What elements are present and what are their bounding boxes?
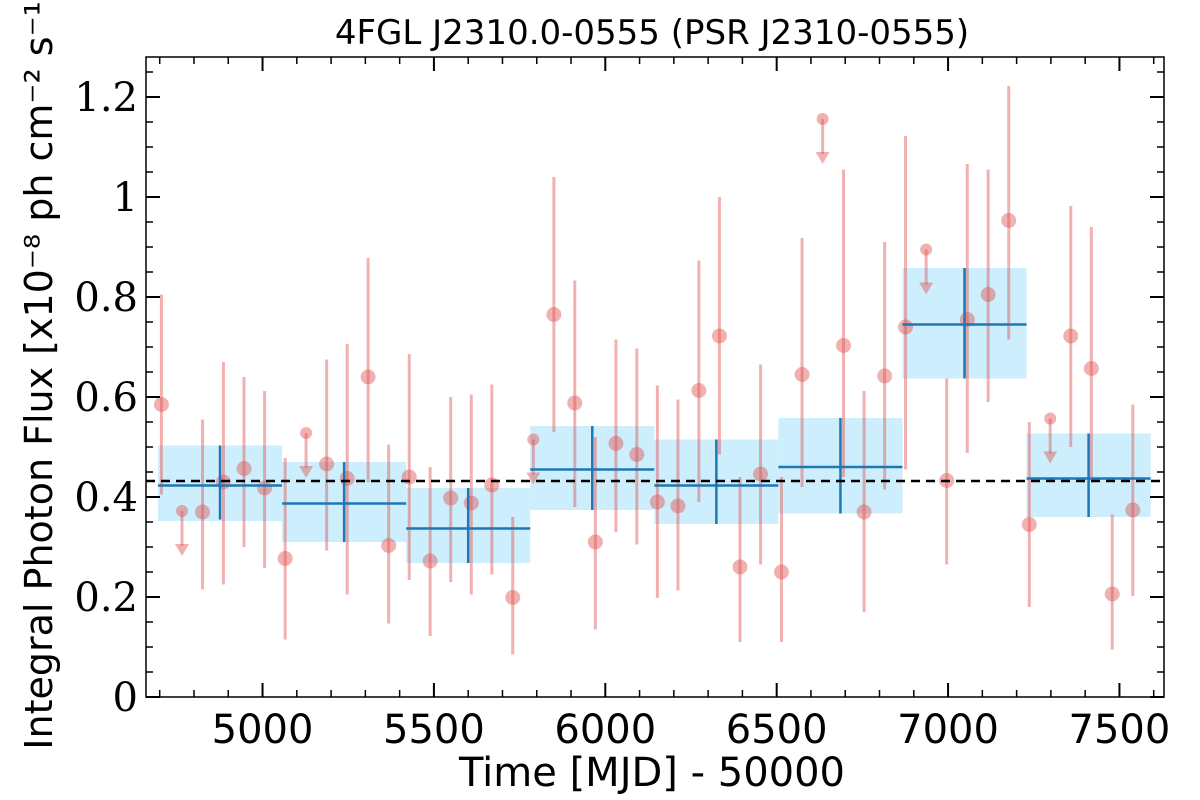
upper-limit-arrowhead — [299, 466, 314, 478]
upper-limit-marker — [527, 433, 540, 446]
x-tick-label: 5500 — [383, 707, 485, 753]
upper-limit-marker — [1044, 412, 1057, 425]
x-tick-label: 7000 — [897, 707, 999, 753]
flux-point — [877, 368, 893, 384]
flux-point — [1125, 502, 1141, 518]
flux-point — [836, 338, 852, 353]
y-tick-label: 0.6 — [74, 375, 138, 421]
upper-limit-marker — [920, 243, 933, 256]
x-tick-label: 6500 — [726, 707, 828, 753]
y-tick-label: 1.2 — [74, 75, 138, 121]
flux-point — [670, 498, 686, 514]
flux-point — [381, 538, 397, 553]
flux-point — [463, 495, 479, 511]
y-axis-label: Integral Photon Flux [x10⁻⁸ ph cm⁻² s⁻¹] — [17, 0, 61, 750]
flux-point — [732, 559, 748, 575]
flux-point — [339, 471, 355, 486]
flux-point — [649, 494, 665, 510]
flux-point — [1083, 361, 1099, 376]
flux-point — [711, 328, 727, 344]
x-axis-label: Time [MJD] - 50000 — [458, 750, 845, 796]
flux-point — [236, 461, 252, 476]
flux-point — [195, 504, 211, 520]
flux-point — [587, 534, 603, 550]
flux-point — [1001, 213, 1017, 228]
upper-limit-arrowhead — [1043, 451, 1058, 464]
flux-point — [629, 447, 645, 462]
flux-point — [546, 307, 562, 322]
flux-point — [1063, 328, 1079, 344]
flux-point — [505, 590, 521, 605]
flux-point — [608, 436, 624, 451]
flux-point — [319, 456, 335, 472]
upper-limit-arrowhead — [526, 472, 541, 485]
flux-point — [443, 490, 459, 506]
plot-area — [146, 86, 1164, 655]
upper-limit-marker — [300, 427, 313, 439]
flux-point — [257, 480, 273, 496]
flux-point — [1104, 586, 1120, 602]
x-tick-label: 6000 — [554, 707, 656, 753]
flux-point — [567, 395, 583, 411]
flux-point — [898, 319, 914, 335]
flux-point — [422, 553, 438, 569]
flux-point — [1021, 517, 1037, 532]
upper-limit-arrowhead — [815, 152, 830, 164]
upper-limit-marker — [175, 505, 188, 517]
y-tick-label: 0.4 — [74, 475, 138, 521]
flux-point — [153, 397, 169, 412]
flux-point — [360, 369, 376, 385]
flux-point — [691, 383, 707, 398]
flux-point — [980, 287, 996, 302]
upper-limit-marker — [816, 113, 829, 125]
flux-point — [277, 551, 293, 566]
y-tick-label: 0.8 — [74, 275, 138, 321]
x-tick-label: 5000 — [212, 707, 314, 753]
y-tick-label: 1 — [113, 175, 138, 221]
upper-limit-arrowhead — [919, 282, 934, 295]
flux-point — [856, 504, 872, 520]
flux-point — [753, 466, 769, 482]
plot-frame — [145, 56, 1165, 698]
y-tick-label: 0.2 — [74, 575, 138, 621]
upper-limit-arrowhead — [174, 544, 189, 556]
flux-point — [794, 367, 810, 382]
x-tick-label: 7500 — [1069, 707, 1171, 753]
axes: 0 0.2 0.4 0.6 0.8 1 1.2 5000 5500 6000 6500 7000 750… — [74, 56, 1171, 753]
y-tick-label: 0 — [113, 675, 138, 721]
flux-point — [773, 564, 789, 580]
chart-title: 4FGL J2310.0-0555 (PSR J2310-0555) — [335, 13, 969, 53]
